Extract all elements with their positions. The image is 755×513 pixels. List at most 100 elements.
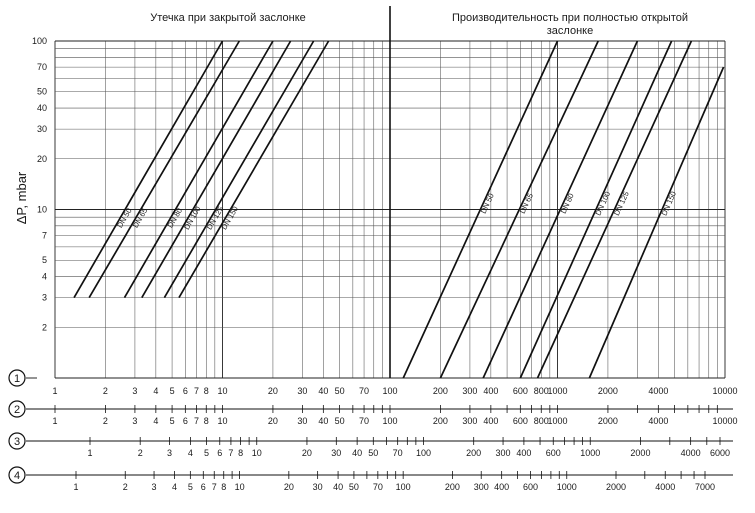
- scale-label: 400: [516, 448, 531, 458]
- scale-label: 2000: [598, 416, 618, 426]
- scale-label: 40: [318, 416, 328, 426]
- scale-label: 5: [204, 448, 209, 458]
- scale-label: 3: [132, 386, 137, 396]
- grid: [54, 6, 726, 379]
- scale-label: 3: [132, 416, 137, 426]
- scale-label: 200: [433, 386, 448, 396]
- scale-label: 8: [204, 416, 209, 426]
- series-line-right: [519, 40, 673, 379]
- series-line-left: [73, 40, 224, 299]
- y-tick-label: 2: [42, 322, 47, 332]
- scale-label: 600: [513, 386, 528, 396]
- scale-label: 100: [416, 448, 431, 458]
- scale-label: 6: [201, 482, 206, 492]
- scale-label: 400: [483, 416, 498, 426]
- scale-label: 20: [268, 386, 278, 396]
- y-axis-label: ΔP, mbar: [14, 171, 29, 224]
- scale-label: 400: [494, 482, 509, 492]
- scale-number: 4: [14, 470, 20, 482]
- scale-label: 2: [103, 416, 108, 426]
- scale-label: 50: [368, 448, 378, 458]
- y-tick-label: 20: [37, 154, 47, 164]
- scale-label: 10000: [712, 386, 737, 396]
- y-tick-label: 7: [42, 231, 47, 241]
- scale-label: 7: [212, 482, 217, 492]
- scale-label: 1000: [547, 386, 567, 396]
- scale-label: 200: [466, 448, 481, 458]
- scale-label: 70: [359, 386, 369, 396]
- bottom-scales: 11 2 3 4 5 6 7 8 10 20 30 40 50 70 100 200 300 400 600 8001…: [8, 369, 738, 492]
- series-line-right: [482, 40, 639, 379]
- scale-label: 6: [183, 386, 188, 396]
- scale-label: 4: [153, 386, 158, 396]
- scale-label: 6: [183, 416, 188, 426]
- y-tick-label: 40: [37, 103, 47, 113]
- y-tick-label: 4: [42, 272, 47, 282]
- scale-badge: [8, 369, 26, 387]
- scale-label: 400: [483, 386, 498, 396]
- series-line-right: [439, 40, 599, 379]
- scale-badge: [8, 466, 26, 484]
- scale-label: 30: [313, 482, 323, 492]
- scale-label: 300: [462, 386, 477, 396]
- series-label: DN 80: [559, 192, 576, 215]
- series-label: DN 125: [612, 190, 631, 217]
- scale-label: 1: [73, 482, 78, 492]
- scale-label: 5: [188, 482, 193, 492]
- y-tick-label: 70: [37, 62, 47, 72]
- scale-label: 40: [352, 448, 362, 458]
- series-line-left: [163, 40, 315, 299]
- y-tick-label: 100: [32, 36, 47, 46]
- series-label: DN 50: [479, 192, 496, 215]
- panel-title-left: Утечка при закрытой заслонке: [150, 12, 306, 24]
- scale-label: 1: [52, 416, 57, 426]
- scale-label: 8: [221, 482, 226, 492]
- scale-label: 50: [349, 482, 359, 492]
- scale-label: 4000: [648, 416, 668, 426]
- scale-label: 10: [217, 416, 227, 426]
- scale-label: 2000: [598, 386, 618, 396]
- scale-label: 4: [188, 448, 193, 458]
- scale-label: 2000: [606, 482, 626, 492]
- scale-label: 5: [170, 416, 175, 426]
- panel-title-right-line1: Производительность при полностью открыто…: [452, 12, 688, 24]
- scale-label: 70: [373, 482, 383, 492]
- scale-label: 20: [302, 448, 312, 458]
- scale-number: 3: [14, 436, 20, 448]
- scale-label: 30: [297, 416, 307, 426]
- series-line-left: [123, 40, 274, 299]
- scale-label: 10: [252, 448, 262, 458]
- y-tick-label: 50: [37, 87, 47, 97]
- scale-label: 5: [170, 386, 175, 396]
- y-tick-label: 5: [42, 255, 47, 265]
- scale-label: 6: [217, 448, 222, 458]
- series-line-right: [402, 40, 559, 379]
- scale-label: 300: [496, 448, 511, 458]
- scale-label: 800: [534, 386, 549, 396]
- scale-label: 50: [335, 416, 345, 426]
- series-label: DN 100: [594, 190, 613, 217]
- series-lines: [73, 40, 725, 379]
- scale-label: 30: [297, 386, 307, 396]
- scale-label: 100: [396, 482, 411, 492]
- scale-label: 100: [382, 416, 397, 426]
- scale-label: 70: [393, 448, 403, 458]
- scale-label: 1: [87, 448, 92, 458]
- scale-label: 1000: [557, 482, 577, 492]
- scale-label: 30: [331, 448, 341, 458]
- scale-label: 3: [152, 482, 157, 492]
- scale-label: 2: [138, 448, 143, 458]
- scale-label: 600: [546, 448, 561, 458]
- scale-label: 300: [462, 416, 477, 426]
- scale-label: 7: [194, 416, 199, 426]
- panel-title-right-line2: заслонке: [547, 25, 593, 37]
- scale-label: 10000: [712, 416, 737, 426]
- scale-label: 40: [333, 482, 343, 492]
- scale-label: 40: [318, 386, 328, 396]
- series-line-left: [141, 40, 292, 299]
- scale-label: 50: [335, 386, 345, 396]
- series-line-left: [178, 40, 330, 299]
- scale-label: 1000: [580, 448, 600, 458]
- scale-label: 7: [228, 448, 233, 458]
